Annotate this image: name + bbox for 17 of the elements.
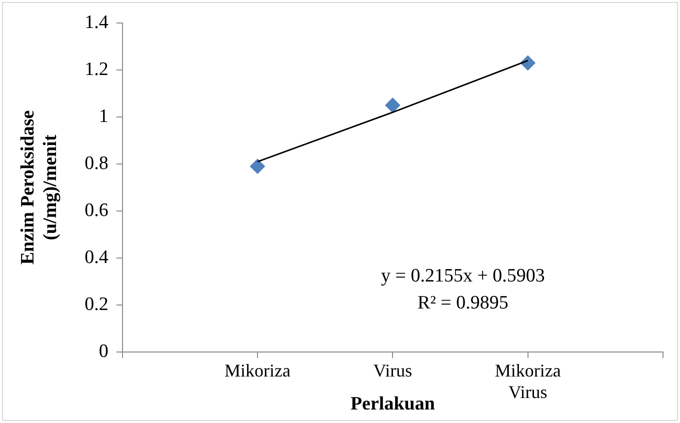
y-axis-title: Enzim Peroksidase (u/mg)/menit [17,110,62,265]
x-tick-label: Mikoriza Virus [494,360,561,402]
x-tick-label: Mikoriza [224,360,291,381]
y-tick-label: 1.2 [84,58,108,80]
point [385,98,400,113]
x-axis-title: Perlakuan [350,394,436,415]
annotation: R² = 0.9895 [418,292,508,314]
y-tick-label: 0.8 [84,152,108,174]
y-tick-label: 1 [98,106,108,127]
x-tick-label: Virus [373,360,412,381]
y-tick-label: 1.4 [84,12,109,33]
y-tick-label: 0.4 [84,246,109,268]
point [250,158,266,174]
annotation: y = 0.2155x + 0.5903 [380,265,545,286]
y-tick-label: 0 [98,340,108,362]
y-tick-label: 0.6 [84,200,108,221]
y-tick-label: 0.2 [84,294,108,315]
